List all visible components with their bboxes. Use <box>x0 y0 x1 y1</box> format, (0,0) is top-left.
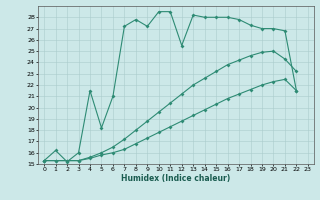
X-axis label: Humidex (Indice chaleur): Humidex (Indice chaleur) <box>121 174 231 183</box>
